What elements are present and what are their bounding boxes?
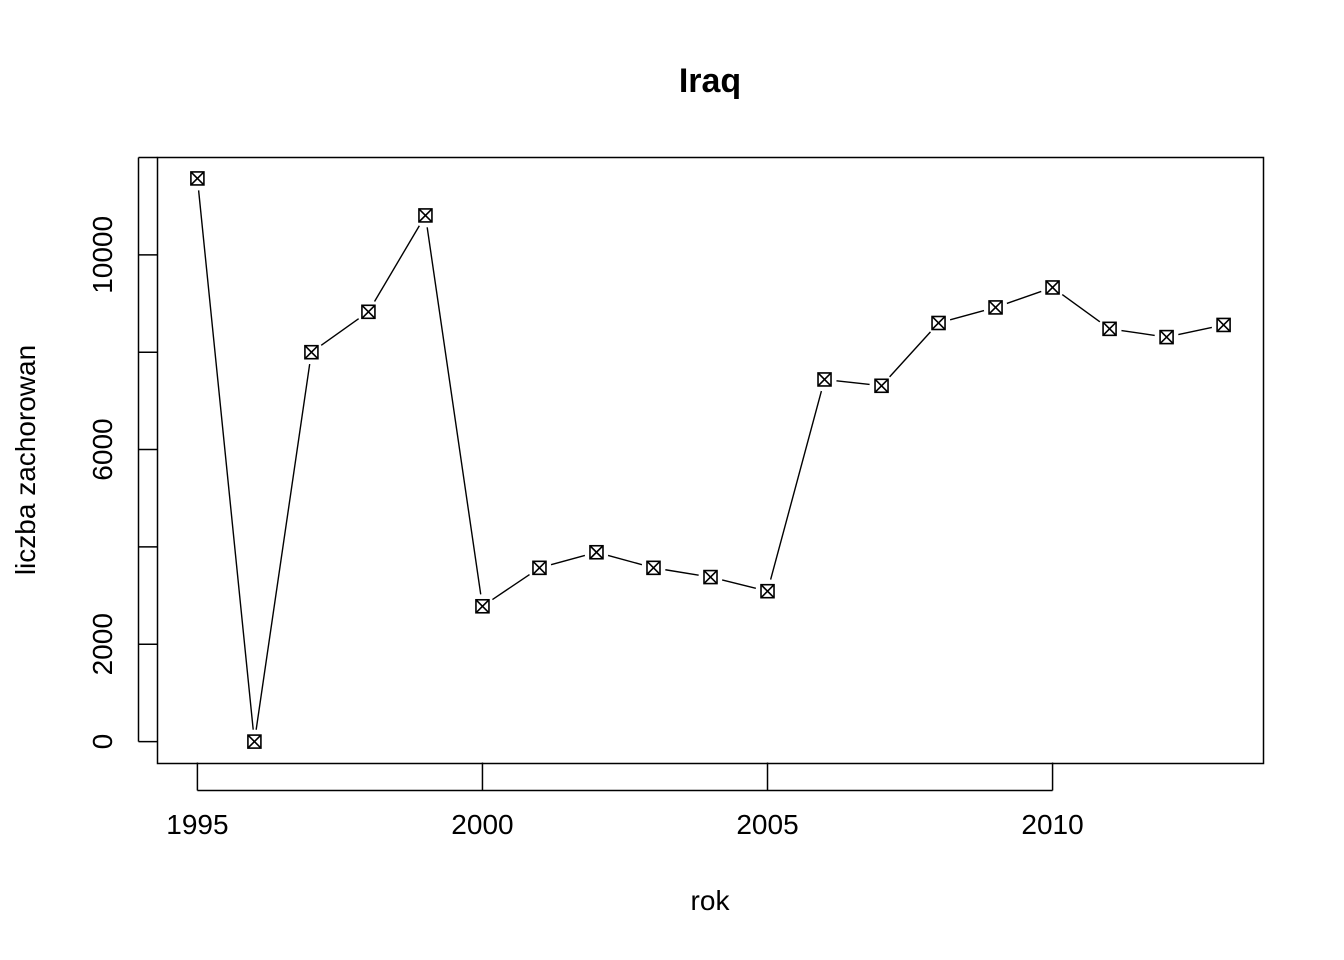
series-line-segment: [550, 554, 586, 566]
series-line-segment: [1006, 290, 1042, 305]
series-line-segment: [373, 225, 420, 302]
series-line-segment: [1121, 329, 1155, 337]
data-point-cross: [874, 378, 889, 393]
series-line-segment: [769, 390, 823, 580]
data-point: [1045, 280, 1060, 295]
chart-title: Iraq: [679, 62, 741, 100]
data-point: [1216, 317, 1231, 333]
x-axis: 1995 2000 2005 2010: [166, 762, 1084, 840]
plot-area: [156, 156, 1265, 765]
x-tick-label: 2000: [451, 809, 513, 840]
series-line-segment: [492, 573, 530, 601]
x-tick-label: 2005: [736, 809, 798, 840]
data-point: [1102, 321, 1117, 337]
series-line-segment: [197, 190, 254, 730]
series-line-segment: [1061, 293, 1101, 323]
data-point: [589, 544, 604, 560]
series-line-segment: [949, 309, 985, 321]
data-point: [1159, 329, 1174, 345]
data-point-cross: [646, 560, 661, 575]
data-point-cross: [1216, 317, 1231, 333]
y-tick-label: 0: [87, 734, 118, 750]
series-line-segment: [836, 380, 870, 386]
data-point: [304, 344, 319, 360]
series-line-segment: [665, 569, 699, 576]
data-point-cross: [532, 560, 547, 575]
data-point-cross: [247, 734, 262, 749]
series-line-segment: [607, 554, 643, 566]
data-point: [247, 734, 262, 749]
data-point-cross: [760, 584, 775, 599]
data-point-cross: [931, 315, 946, 331]
series-line-segment: [320, 318, 360, 346]
data-point-cross: [817, 372, 832, 387]
series-line-segment: [889, 331, 931, 378]
x-tick-label: 2010: [1021, 809, 1083, 840]
data-point: [646, 560, 661, 576]
data-point: [532, 560, 547, 576]
data-point: [760, 583, 775, 599]
data-point-cross: [703, 570, 718, 585]
series-line-segment: [255, 363, 311, 730]
data-point-cross: [1159, 330, 1174, 345]
data-point-cross: [1045, 280, 1060, 295]
data-point-cross: [475, 599, 490, 614]
data-point-cross: [361, 304, 376, 319]
data-point-cross: [418, 208, 433, 223]
data-point-cross: [589, 545, 604, 560]
x-tick-label: 1995: [166, 809, 228, 840]
data-point: [988, 300, 1003, 315]
data-point: [190, 171, 205, 186]
data-point: [418, 208, 433, 223]
data-point: [931, 315, 946, 331]
y-axis-label: liczba zachorowan: [10, 345, 41, 575]
data-point-cross: [190, 171, 205, 186]
series-line-segment: [426, 227, 482, 595]
data-point: [874, 378, 889, 394]
data-point-cross: [1102, 321, 1117, 336]
data-point: [475, 598, 490, 614]
x-axis-label: rok: [691, 885, 731, 916]
data-point: [361, 304, 376, 320]
series-line-segment: [721, 579, 757, 589]
data-point: [703, 569, 718, 585]
y-tick-label: 10000: [87, 216, 118, 294]
data-point-cross: [988, 300, 1003, 315]
series-line-segment: [1178, 326, 1213, 336]
data-point: [817, 372, 832, 387]
data-point-cross: [304, 345, 319, 360]
y-tick-label: 6000: [87, 418, 118, 480]
y-tick-label: 2000: [87, 613, 118, 675]
y-axis: 0 2000 6000 10000: [87, 156, 158, 750]
series-layer: [190, 171, 1231, 749]
